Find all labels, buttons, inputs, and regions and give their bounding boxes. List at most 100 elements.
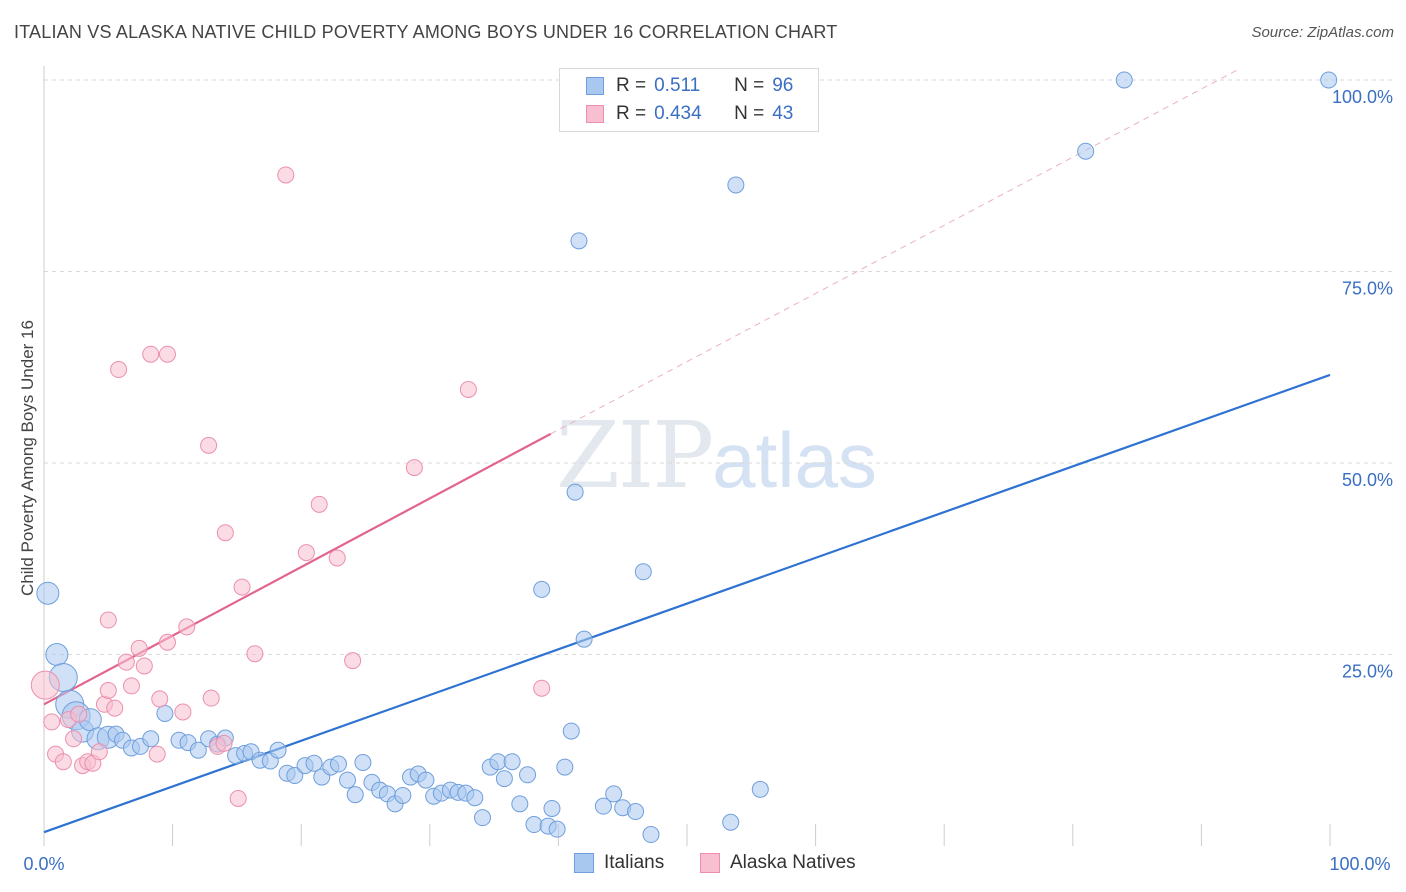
natives-point-38 <box>328 549 346 567</box>
italians-point-54 <box>495 770 513 788</box>
italians-n-value: 96 <box>772 75 794 96</box>
legend-row-italians: R = 0.511 N = 96 <box>586 73 793 99</box>
natives-point-10 <box>90 743 108 761</box>
natives-point-19 <box>135 657 153 675</box>
chart-title: ITALIAN VS ALASKA NATIVE CHILD POVERTY A… <box>14 22 838 42</box>
y-tick-label-25: 25.0% <box>1342 662 1393 682</box>
stats-legend: R = 0.511 N = 96 R = 0.434 N = 43 <box>559 68 819 132</box>
italians-swatch <box>586 77 604 95</box>
italians-point-33 <box>329 755 347 773</box>
x-tick-label-100: 100.0% <box>1329 854 1390 874</box>
bottom-legend-natives: Alaska Natives <box>700 852 856 874</box>
italians-point-75 <box>727 176 745 194</box>
natives-point-18 <box>130 639 148 657</box>
italians-point-61 <box>543 799 561 817</box>
natives-r-label: R = <box>616 103 647 124</box>
bottom-natives-label: Alaska Natives <box>730 852 856 873</box>
natives-point-1 <box>43 713 61 731</box>
italians-point-66 <box>570 232 588 250</box>
natives-point-13 <box>99 611 117 629</box>
italians-point-57 <box>519 766 537 784</box>
natives-point-12 <box>99 682 117 700</box>
natives-point-22 <box>151 690 169 708</box>
bottom-natives-swatch <box>700 853 720 873</box>
italians-point-63 <box>556 758 574 776</box>
italians-point-0 <box>36 581 60 605</box>
italians-point-56 <box>511 795 529 813</box>
italians-point-67 <box>575 630 593 648</box>
natives-point-33 <box>233 578 251 596</box>
italians-point-41 <box>394 786 412 804</box>
natives-point-41 <box>459 380 477 398</box>
italians-point-34 <box>338 771 356 789</box>
natives-point-39 <box>344 652 362 670</box>
italians-point-59 <box>533 580 551 598</box>
italians-point-71 <box>627 803 645 821</box>
y-axis-label: Child Poverty Among Boys Under 16 <box>18 320 37 596</box>
natives-point-35 <box>277 166 295 184</box>
italians-point-69 <box>605 785 623 803</box>
italians-point-77 <box>1077 142 1095 160</box>
italians-point-73 <box>642 826 660 844</box>
natives-point-23 <box>158 633 176 651</box>
italians-point-62 <box>548 820 566 838</box>
italians-point-50 <box>466 789 484 807</box>
italians-r-value: 0.511 <box>654 75 701 96</box>
natives-point-24 <box>158 345 176 363</box>
natives-point-26 <box>178 618 196 636</box>
natives-point-31 <box>216 524 234 542</box>
natives-point-37 <box>310 495 328 513</box>
natives-n-value: 43 <box>772 103 794 124</box>
italians-point-53 <box>489 753 507 771</box>
italians-point-78 <box>1115 71 1133 89</box>
natives-point-34 <box>246 645 264 663</box>
natives-point-32 <box>229 790 247 808</box>
natives-n-label: N = <box>734 103 765 124</box>
italians-r-label: R = <box>616 75 647 96</box>
italians-point-55 <box>503 753 521 771</box>
bottom-italians-swatch <box>574 853 594 873</box>
y-tick-label-100: 100.0% <box>1332 87 1393 107</box>
natives-point-15 <box>110 361 128 379</box>
bottom-italians-label: Italians <box>604 852 665 873</box>
trendline-natives-extension <box>550 68 1241 435</box>
natives-point-27 <box>200 436 218 454</box>
italians-point-74 <box>722 813 740 831</box>
legend-row-natives: R = 0.434 N = 43 <box>586 101 793 127</box>
italians-point-72 <box>634 563 652 581</box>
italians-point-14 <box>156 704 174 722</box>
italians-point-17 <box>189 741 207 759</box>
y-tick-label-75: 75.0% <box>1342 279 1393 299</box>
italians-point-44 <box>417 771 435 789</box>
italians-point-68 <box>594 797 612 815</box>
natives-point-20 <box>142 345 160 363</box>
natives-point-36 <box>297 544 315 562</box>
italians-point-58 <box>525 816 543 834</box>
italians-point-30 <box>305 754 323 772</box>
natives-point-21 <box>148 745 166 763</box>
italians-point-65 <box>566 483 584 501</box>
natives-point-6 <box>70 705 88 723</box>
natives-point-16 <box>117 653 135 671</box>
italians-point-35 <box>346 786 364 804</box>
italians-point-13 <box>142 730 160 748</box>
x-tick-label-0: 0.0% <box>23 854 64 874</box>
watermark-atlas: atlas <box>712 416 877 504</box>
natives-point-3 <box>54 753 72 771</box>
italians-point-36 <box>354 754 372 772</box>
natives-point-28 <box>202 689 220 707</box>
natives-point-14 <box>106 699 124 717</box>
bottom-legend-italians: Italians <box>574 852 664 874</box>
natives-r-value: 0.434 <box>654 103 702 124</box>
italians-point-64 <box>562 722 580 740</box>
natives-point-5 <box>65 730 83 748</box>
italians-point-1 <box>45 643 69 666</box>
source-label: Source: ZipAtlas.com <box>1251 24 1394 41</box>
italians-n-label: N = <box>734 75 765 96</box>
natives-point-25 <box>174 703 192 721</box>
italians-point-28 <box>286 767 304 785</box>
italians-point-79 <box>1320 71 1338 89</box>
y-tick-label-50: 50.0% <box>1342 470 1393 490</box>
natives-point-0 <box>30 670 60 700</box>
